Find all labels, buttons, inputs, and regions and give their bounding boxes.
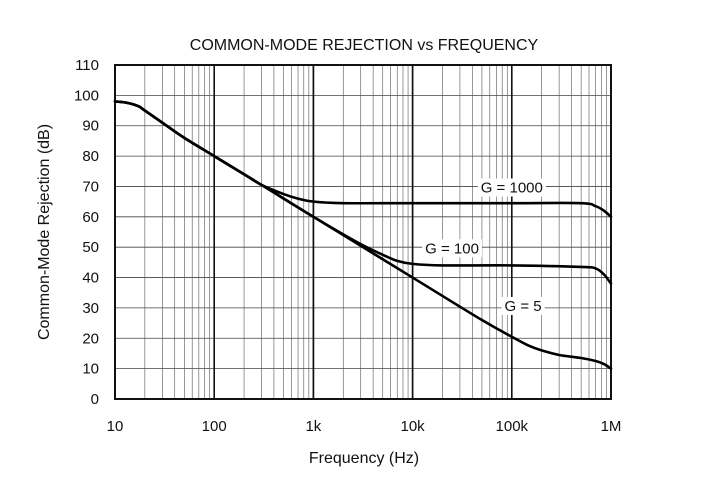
x-tick-labels: 10 100 1k 10k 100k 1M: [107, 418, 622, 435]
y-axis-label: Common-Mode Rejection (dB): [36, 124, 53, 340]
y-tick-label: 30: [82, 300, 99, 317]
x-tick-label: 1k: [305, 418, 321, 435]
series-label-bg: [477, 178, 546, 197]
series-line-0: [113, 100, 613, 219]
y-tick-label: 10: [82, 361, 99, 378]
x-axis-label: Frequency (Hz): [309, 450, 419, 467]
y-tick-label: 60: [82, 209, 99, 226]
series-label-2: G = 5: [505, 298, 542, 315]
y-tick-label: 70: [82, 178, 99, 195]
y-tick-label: 100: [74, 87, 99, 104]
x-tick-label: 10: [107, 418, 124, 435]
curve-labels: G = 1000 G = 100 G = 5: [422, 178, 546, 315]
y-tick-label: 110: [75, 57, 99, 74]
y-tick-label: 90: [82, 118, 99, 135]
series-label-1: G = 100: [425, 240, 479, 257]
x-tick-label: 100k: [496, 418, 529, 435]
y-tick-label: 80: [82, 148, 99, 165]
y-tick-label: 50: [82, 239, 99, 256]
x-tick-label: 10k: [401, 418, 426, 435]
chart-title: COMMON-MODE REJECTION vs FREQUENCY: [190, 37, 539, 54]
y-tick-labels: 0 10 20 30 40 50 60 70 80 90 100 110: [74, 57, 99, 408]
curves: [113, 100, 613, 370]
y-tick-label: 0: [91, 391, 99, 408]
y-tick-label: 20: [82, 330, 99, 347]
y-tick-label: 40: [82, 270, 99, 287]
series-line-2: [113, 100, 613, 370]
series-label-bg: [422, 239, 482, 258]
series-label-bg: [501, 296, 545, 315]
plot-frame: [114, 64, 612, 400]
x-tick-label: 1M: [601, 418, 622, 435]
x-tick-label: 100: [202, 418, 227, 435]
series-label-0: G = 1000: [481, 180, 543, 197]
